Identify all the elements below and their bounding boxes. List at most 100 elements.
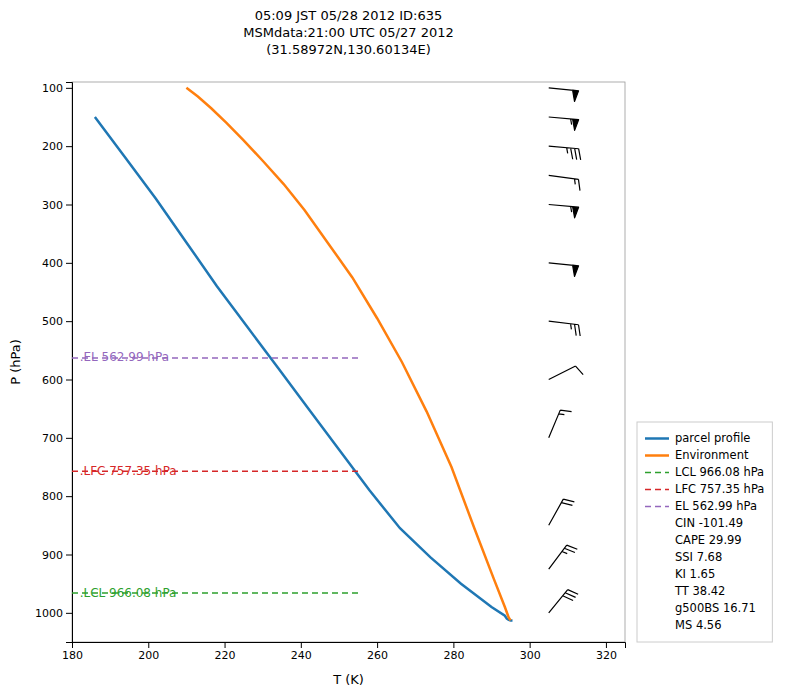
- tick-mark: [66, 263, 72, 264]
- tick-label: 200: [138, 649, 159, 662]
- tick-mark: [66, 205, 72, 206]
- tick: 300: [42, 199, 72, 212]
- tick-label: 280: [443, 649, 464, 662]
- legend-entry: LFC 757.35 hPa: [675, 482, 764, 496]
- tick-mark: [66, 146, 72, 147]
- wind-barb: [549, 321, 580, 336]
- tick: 180: [62, 642, 83, 662]
- tick-label: 300: [42, 199, 63, 212]
- tick-label: 300: [520, 649, 541, 662]
- annotation: .EL 562.99 hPa: [80, 350, 169, 364]
- tick-label: 180: [62, 649, 83, 662]
- tick-label: 220: [215, 649, 236, 662]
- x-axis-title: T (K): [332, 672, 364, 687]
- tick-label: 200: [42, 140, 63, 153]
- legend-swatch: [645, 472, 669, 474]
- legend-entry: g500BS 16.71: [675, 601, 756, 615]
- legend-entry: Environment: [675, 448, 749, 462]
- legend-entry: SSI 7.68: [675, 550, 722, 564]
- axis-line: [73, 643, 626, 649]
- tick-label: 260: [367, 649, 388, 662]
- legend-entry: CIN -101.49: [675, 516, 743, 530]
- wind-barb: [549, 205, 579, 218]
- tick-mark: [66, 380, 72, 381]
- annotation: .LCL 966.08 hPa: [80, 586, 177, 600]
- legend-entry: EL 562.99 hPa: [675, 499, 757, 513]
- tick: 300: [520, 642, 541, 662]
- tick: 260: [367, 642, 388, 662]
- tick: 500: [42, 315, 72, 328]
- plot: 180 200 220 240 260 280 300 320 100 200 300 400 500 6…: [8, 82, 626, 687]
- legend-swatch: [645, 489, 669, 491]
- wind-barb: [549, 410, 572, 438]
- tick-label: 100: [42, 82, 63, 95]
- title-line: (31.58972N,130.60134E): [266, 42, 431, 57]
- series-line: [95, 117, 513, 620]
- tick-mark: [453, 642, 454, 648]
- tick: 600: [42, 374, 72, 387]
- tick: 900: [42, 549, 72, 562]
- tick-label: 320: [596, 649, 617, 662]
- wind-barb: [549, 175, 580, 190]
- tick: 200: [42, 140, 72, 153]
- tick-label: 600: [42, 374, 63, 387]
- tick: 100: [42, 82, 72, 95]
- title-line: 05:09 JST 05/28 2012 ID:635: [255, 8, 443, 23]
- tick: 800: [42, 490, 72, 503]
- legend-entry: TT 38.42: [674, 584, 725, 598]
- tick-label: 700: [42, 432, 63, 445]
- tick-mark: [148, 642, 149, 648]
- tick-label: 1000: [35, 607, 63, 620]
- wind-barb: [549, 263, 579, 277]
- title: 05:09 JST 05/28 2012 ID:635 MSMdata:21:00…: [243, 8, 454, 57]
- tick-mark: [606, 642, 607, 648]
- tick-mark: [377, 642, 378, 648]
- tick-label: 500: [42, 315, 63, 328]
- wind-barb: [549, 545, 578, 569]
- tick-mark: [530, 642, 531, 648]
- series-line: [186, 88, 510, 621]
- tick-label: 900: [42, 549, 63, 562]
- tick-mark: [66, 496, 72, 497]
- marks: [72, 88, 583, 621]
- legend-box: [637, 422, 772, 642]
- wind-barb: [549, 117, 579, 130]
- wind-barb: [549, 146, 581, 160]
- tick-mark: [66, 88, 72, 89]
- axis-line: [66, 83, 73, 643]
- y-axis: 100 200 300 400 500 600 700 800 900 1000: [35, 82, 73, 643]
- tick-label: 800: [42, 490, 63, 503]
- legend: parcel profile Environment LCL 966.08 hPa L…: [637, 422, 772, 642]
- tick-label: 400: [42, 257, 63, 270]
- tick-mark: [66, 438, 72, 439]
- tick-mark: [66, 555, 72, 556]
- chart: 05:09 JST 05/28 2012 ID:635 MSMdata:21:00…: [0, 0, 800, 700]
- legend-swatch: [645, 437, 669, 440]
- tick-mark: [66, 321, 72, 322]
- tick: 240: [291, 642, 312, 662]
- tick: 320: [596, 642, 617, 662]
- tick-mark: [225, 642, 226, 648]
- legend-entry: MS 4.56: [675, 618, 721, 632]
- legend-entry: KI 1.65: [675, 567, 715, 581]
- wind-barb: [549, 499, 575, 525]
- tick: 700: [42, 432, 72, 445]
- tick-mark: [66, 613, 72, 614]
- wind-barb: [549, 590, 578, 613]
- x-axis: 180 200 220 240 260 280 300 320: [62, 642, 626, 662]
- title-line: MSMdata:21:00 UTC 05/27 2012: [243, 25, 454, 40]
- tick: 200: [138, 642, 159, 662]
- tick: 220: [215, 642, 236, 662]
- annotation: .LFC 757.35 hPa: [80, 464, 177, 478]
- wind-barb: [549, 366, 583, 379]
- tick: 280: [443, 642, 464, 662]
- wind-barb: [549, 88, 579, 102]
- y-axis-title: P (hPa): [8, 339, 23, 385]
- legend-entry: parcel profile: [675, 431, 750, 445]
- legend-entry: LCL 966.08 hPa: [675, 465, 764, 479]
- plot-frame: [72, 82, 625, 642]
- legend-swatch: [645, 506, 669, 508]
- tick-mark: [301, 642, 302, 648]
- tick-label: 240: [291, 649, 312, 662]
- legend-entry: CAPE 29.99: [675, 533, 742, 547]
